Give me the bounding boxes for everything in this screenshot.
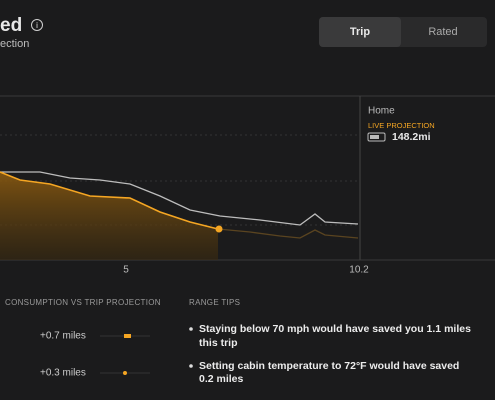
info-i: i [36,21,38,30]
current-point [215,225,223,233]
battery-icon [367,132,386,142]
info-icon[interactable] [31,19,43,31]
x-tick-label: 10.2 [349,265,369,276]
row-marker [123,371,127,375]
battery-level [370,135,379,139]
tab[interactable]: Trip [350,26,370,38]
projection-label: LIVE PROJECTION [368,121,435,130]
actual-line [0,171,219,230]
row-marker [124,334,131,338]
x-tick-label: 5 [123,265,129,276]
destination: Home [368,106,395,117]
subtitle: ection [0,38,29,50]
bullet [189,327,193,331]
bullet [189,364,193,368]
tab[interactable]: Rated [428,26,457,38]
projected-range: 148.2mi [392,131,431,143]
tab-selected[interactable] [319,17,401,47]
tip-text: Setting cabin temperature to 72°F would … [199,360,459,372]
consumption-row: +0.3 miles [40,368,86,379]
tip-text: this trip [199,337,238,349]
title: ed [0,15,22,36]
section-title: CONSUMPTION VS TRIP PROJECTION [5,298,161,307]
rated-line [0,171,359,226]
section-title: RANGE TIPS [189,298,240,307]
projection-line [217,228,359,239]
consumption-row: +0.7 miles [40,331,86,342]
tip-text: Staying below 70 mph would have saved yo… [199,323,471,335]
consumed-area [0,172,218,260]
tip-text: 0.2 miles [199,373,244,385]
